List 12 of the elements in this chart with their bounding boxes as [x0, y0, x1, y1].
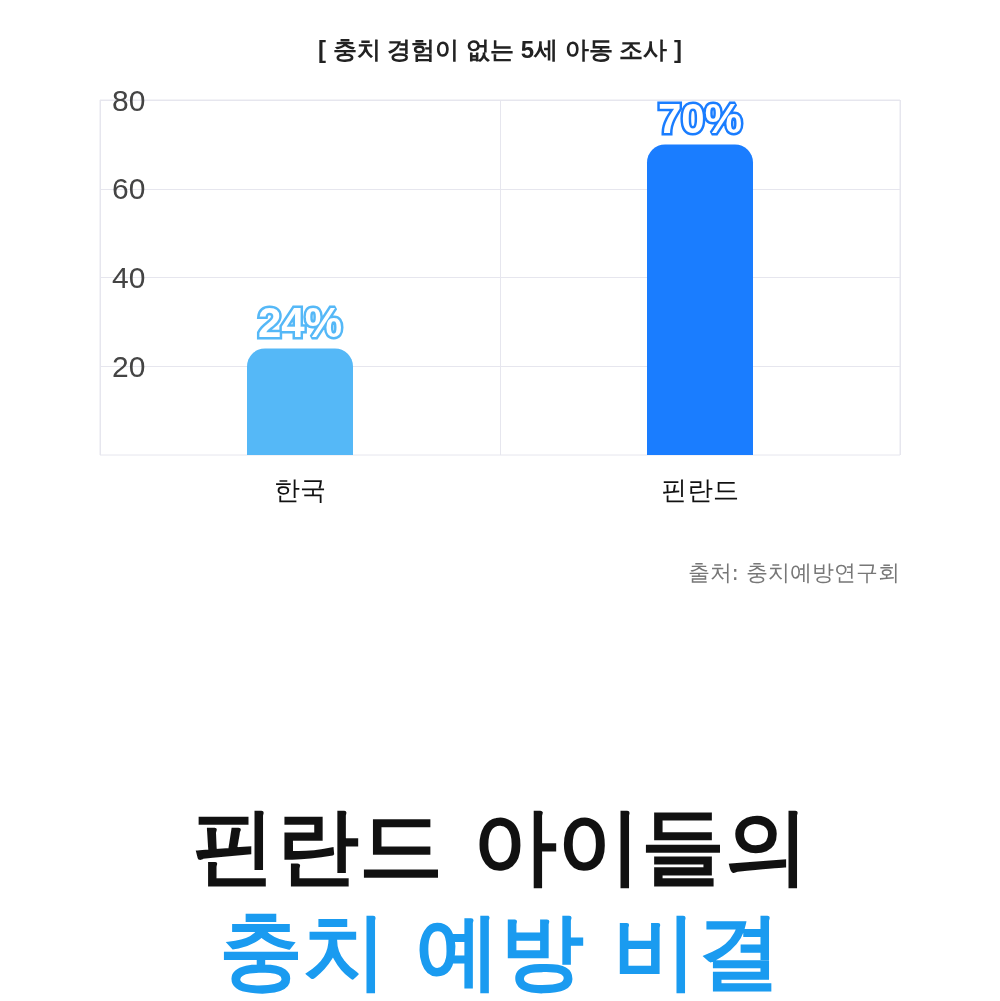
y-tick-label: 80 [112, 83, 146, 117]
chart-title: [ 충치 경험이 없는 5세 아동 조사 ] [317, 35, 683, 63]
x-tick-label: 핀란드 [661, 475, 739, 505]
source-note: 출처: 충치예방연구회 [687, 559, 900, 587]
data-label: 70% [657, 94, 743, 142]
x-tick-label: 한국 [274, 475, 326, 505]
y-tick-label: 20 [112, 349, 146, 383]
y-tick-label: 60 [112, 172, 146, 206]
data-label: 24% [257, 299, 343, 346]
y-tick-label: 40 [112, 261, 146, 294]
text: 핀란드 아이들의 [191, 797, 809, 895]
text: 충치 예방 비결 [217, 901, 783, 1001]
